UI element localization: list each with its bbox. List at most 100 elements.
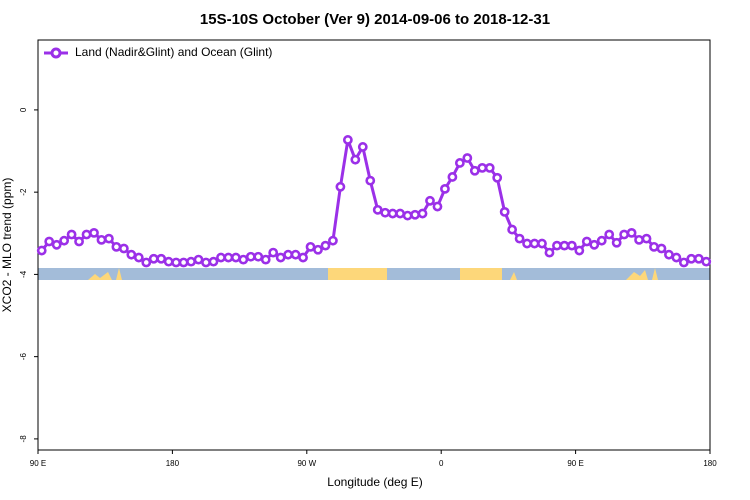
point — [440, 183, 450, 194]
x-tick-label: 90 W — [297, 459, 316, 468]
point — [268, 247, 279, 258]
point — [148, 253, 159, 264]
point — [208, 256, 219, 267]
point — [104, 233, 114, 244]
point — [298, 252, 308, 263]
point — [596, 235, 607, 246]
land-band — [460, 268, 502, 280]
point — [118, 243, 129, 254]
land-band — [652, 268, 658, 280]
point — [395, 208, 406, 219]
point — [611, 237, 622, 248]
point — [328, 235, 338, 246]
point — [81, 229, 92, 240]
land-band — [328, 268, 387, 280]
point — [507, 224, 518, 235]
point — [372, 204, 383, 215]
x-tick-label: 180 — [703, 459, 717, 468]
y-tick-label: 0 — [19, 107, 28, 112]
x-tick-label: 180 — [166, 459, 180, 468]
point — [74, 236, 84, 247]
point — [36, 245, 47, 256]
plot-frame — [37, 39, 711, 451]
point — [275, 252, 286, 263]
point — [283, 249, 294, 260]
point — [44, 236, 55, 247]
point — [342, 135, 353, 145]
point — [634, 234, 644, 245]
point — [335, 181, 346, 192]
y-tick-label: -6 — [19, 353, 28, 361]
point — [559, 240, 570, 251]
point — [186, 256, 196, 267]
legend-marker — [50, 47, 62, 59]
point — [581, 236, 592, 247]
point — [163, 256, 174, 267]
point — [253, 251, 264, 262]
point — [357, 142, 368, 152]
point — [469, 165, 480, 176]
point — [686, 253, 697, 264]
point — [320, 240, 331, 251]
point — [111, 241, 122, 252]
point — [133, 252, 144, 263]
chart-title: 15S-10S October (Ver 9) 2014-09-06 to 20… — [200, 11, 550, 28]
point — [402, 210, 413, 221]
point — [447, 172, 458, 182]
point — [462, 153, 473, 163]
point — [223, 252, 234, 263]
point — [641, 233, 652, 244]
point — [604, 229, 615, 240]
point — [492, 172, 503, 183]
point — [365, 175, 376, 186]
x-axis-label: Longitude (deg E) — [327, 475, 422, 489]
x-tick-label: 0 — [439, 459, 444, 468]
point — [432, 201, 443, 212]
point — [260, 254, 271, 265]
legend: Land (Nadir&Glint) and Ocean (Glint) — [44, 45, 272, 59]
point — [656, 243, 667, 254]
point — [514, 233, 525, 244]
point — [313, 244, 323, 255]
point — [417, 208, 428, 219]
point — [350, 154, 361, 165]
point — [238, 254, 249, 265]
land-band — [116, 268, 122, 280]
point — [574, 245, 585, 256]
point — [141, 257, 152, 268]
point — [589, 239, 600, 250]
point — [544, 247, 555, 258]
y-tick-label: -8 — [19, 435, 28, 443]
point — [193, 254, 204, 265]
point — [216, 252, 226, 263]
point — [693, 253, 704, 264]
y-axis-label: XCO2 - MLO trend (ppm) — [0, 178, 14, 313]
point — [230, 252, 241, 263]
point — [701, 256, 712, 267]
point — [477, 162, 488, 173]
x-tick-label: 90 E — [567, 459, 583, 468]
point — [171, 257, 182, 268]
point — [245, 251, 256, 262]
point — [51, 239, 62, 250]
point — [499, 206, 510, 217]
land-band — [510, 272, 517, 280]
point — [484, 162, 495, 173]
point — [454, 158, 465, 168]
point — [89, 227, 99, 238]
point — [678, 257, 689, 268]
x-tick-label: 90 E — [30, 459, 46, 468]
land-band — [88, 272, 112, 280]
point — [66, 229, 77, 240]
point — [552, 240, 562, 251]
point — [410, 209, 420, 220]
y-tick-label: -2 — [19, 188, 28, 196]
point — [626, 227, 637, 238]
point — [156, 253, 167, 264]
point — [59, 235, 70, 246]
point — [649, 241, 659, 252]
point — [522, 238, 532, 249]
